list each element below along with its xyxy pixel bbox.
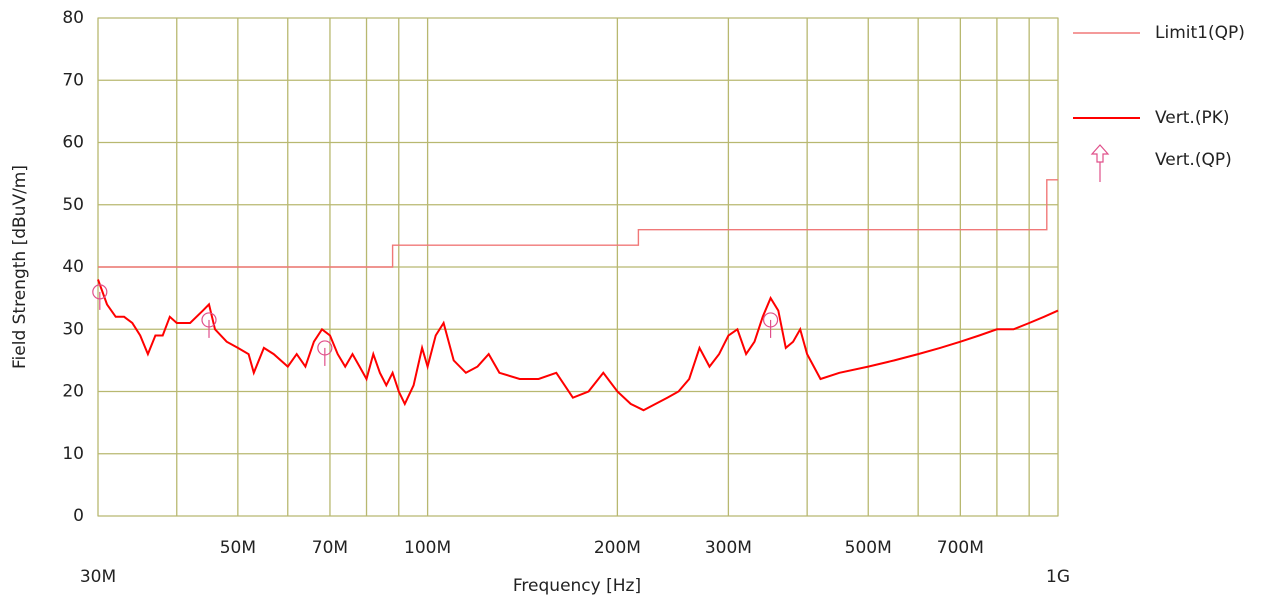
y-tick-label: 30 <box>62 319 84 339</box>
y-tick-label: 70 <box>62 70 84 90</box>
qp-marker <box>762 312 779 328</box>
series-line <box>98 179 1058 268</box>
qp-marker <box>317 340 333 356</box>
x-tick-label: 200M <box>594 538 641 558</box>
series-line <box>97 279 1059 412</box>
x-tick-label: 500M <box>845 538 892 558</box>
y-tick-label: 0 <box>73 506 84 526</box>
x-tick-label: 100M <box>404 538 451 558</box>
legend-label: Limit1(QP) <box>1155 23 1245 43</box>
legend-marker <box>1090 144 1110 182</box>
legend-label: Vert.(QP) <box>1155 150 1232 170</box>
x-tick-label: 1G <box>1046 567 1070 587</box>
y-tick-label: 80 <box>62 8 84 28</box>
y-axis-title: Field Strength [dBuV/m] <box>10 165 30 369</box>
x-tick-label: 300M <box>705 538 752 558</box>
x-tick-label: 50M <box>220 538 256 558</box>
legend-label: Vert.(PK) <box>1155 108 1230 128</box>
qp-marker <box>201 312 217 328</box>
y-tick-label: 60 <box>62 133 84 153</box>
x-tick-label: 30M <box>80 567 116 587</box>
x-tick-label: 70M <box>312 538 348 558</box>
x-axis-title: Frequency [Hz] <box>513 576 641 596</box>
y-tick-label: 10 <box>62 444 84 464</box>
y-tick-label: 20 <box>62 382 84 402</box>
y-tick-label: 50 <box>62 195 84 215</box>
x-tick-label: 700M <box>937 538 984 558</box>
y-tick-label: 40 <box>62 257 84 277</box>
qp-marker <box>92 284 108 300</box>
